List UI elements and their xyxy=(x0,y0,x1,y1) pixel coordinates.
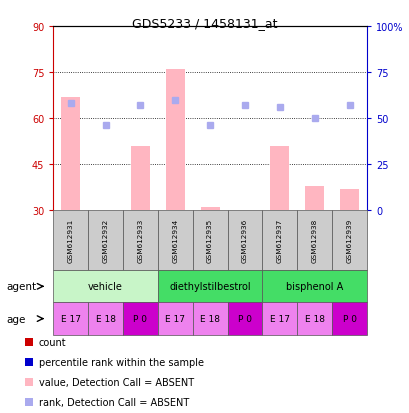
Text: E 18: E 18 xyxy=(200,314,220,323)
Text: GSM612939: GSM612939 xyxy=(346,218,352,263)
Text: E 17: E 17 xyxy=(165,314,185,323)
Text: age: age xyxy=(6,314,25,324)
Bar xyxy=(339,189,358,211)
Text: E 18: E 18 xyxy=(304,314,324,323)
Text: P 0: P 0 xyxy=(133,314,147,323)
Bar xyxy=(270,146,289,211)
Text: P 0: P 0 xyxy=(342,314,356,323)
Text: percentile rank within the sample: percentile rank within the sample xyxy=(39,357,203,367)
Bar xyxy=(61,97,80,211)
Text: P 0: P 0 xyxy=(237,314,252,323)
Text: GDS5233 / 1458131_at: GDS5233 / 1458131_at xyxy=(132,17,277,30)
Text: GSM612933: GSM612933 xyxy=(137,218,143,263)
Bar xyxy=(304,186,324,211)
Text: vehicle: vehicle xyxy=(88,282,123,292)
Bar xyxy=(200,208,219,211)
Text: GSM612936: GSM612936 xyxy=(241,218,247,263)
Text: bisphenol A: bisphenol A xyxy=(285,282,342,292)
Text: GSM612937: GSM612937 xyxy=(276,218,282,263)
Text: value, Detection Call = ABSENT: value, Detection Call = ABSENT xyxy=(39,377,193,387)
Bar xyxy=(165,70,184,211)
Text: diethylstilbestrol: diethylstilbestrol xyxy=(169,282,250,292)
Text: rank, Detection Call = ABSENT: rank, Detection Call = ABSENT xyxy=(39,397,189,407)
Text: GSM612938: GSM612938 xyxy=(311,218,317,263)
Text: GSM612934: GSM612934 xyxy=(172,218,178,263)
Text: agent: agent xyxy=(6,282,36,292)
Bar xyxy=(130,146,150,211)
Text: E 18: E 18 xyxy=(95,314,115,323)
Text: E 17: E 17 xyxy=(269,314,289,323)
Text: count: count xyxy=(39,337,66,347)
Text: GSM612932: GSM612932 xyxy=(102,218,108,263)
Text: GSM612931: GSM612931 xyxy=(67,218,74,263)
Text: GSM612935: GSM612935 xyxy=(207,218,213,263)
Text: E 17: E 17 xyxy=(61,314,81,323)
